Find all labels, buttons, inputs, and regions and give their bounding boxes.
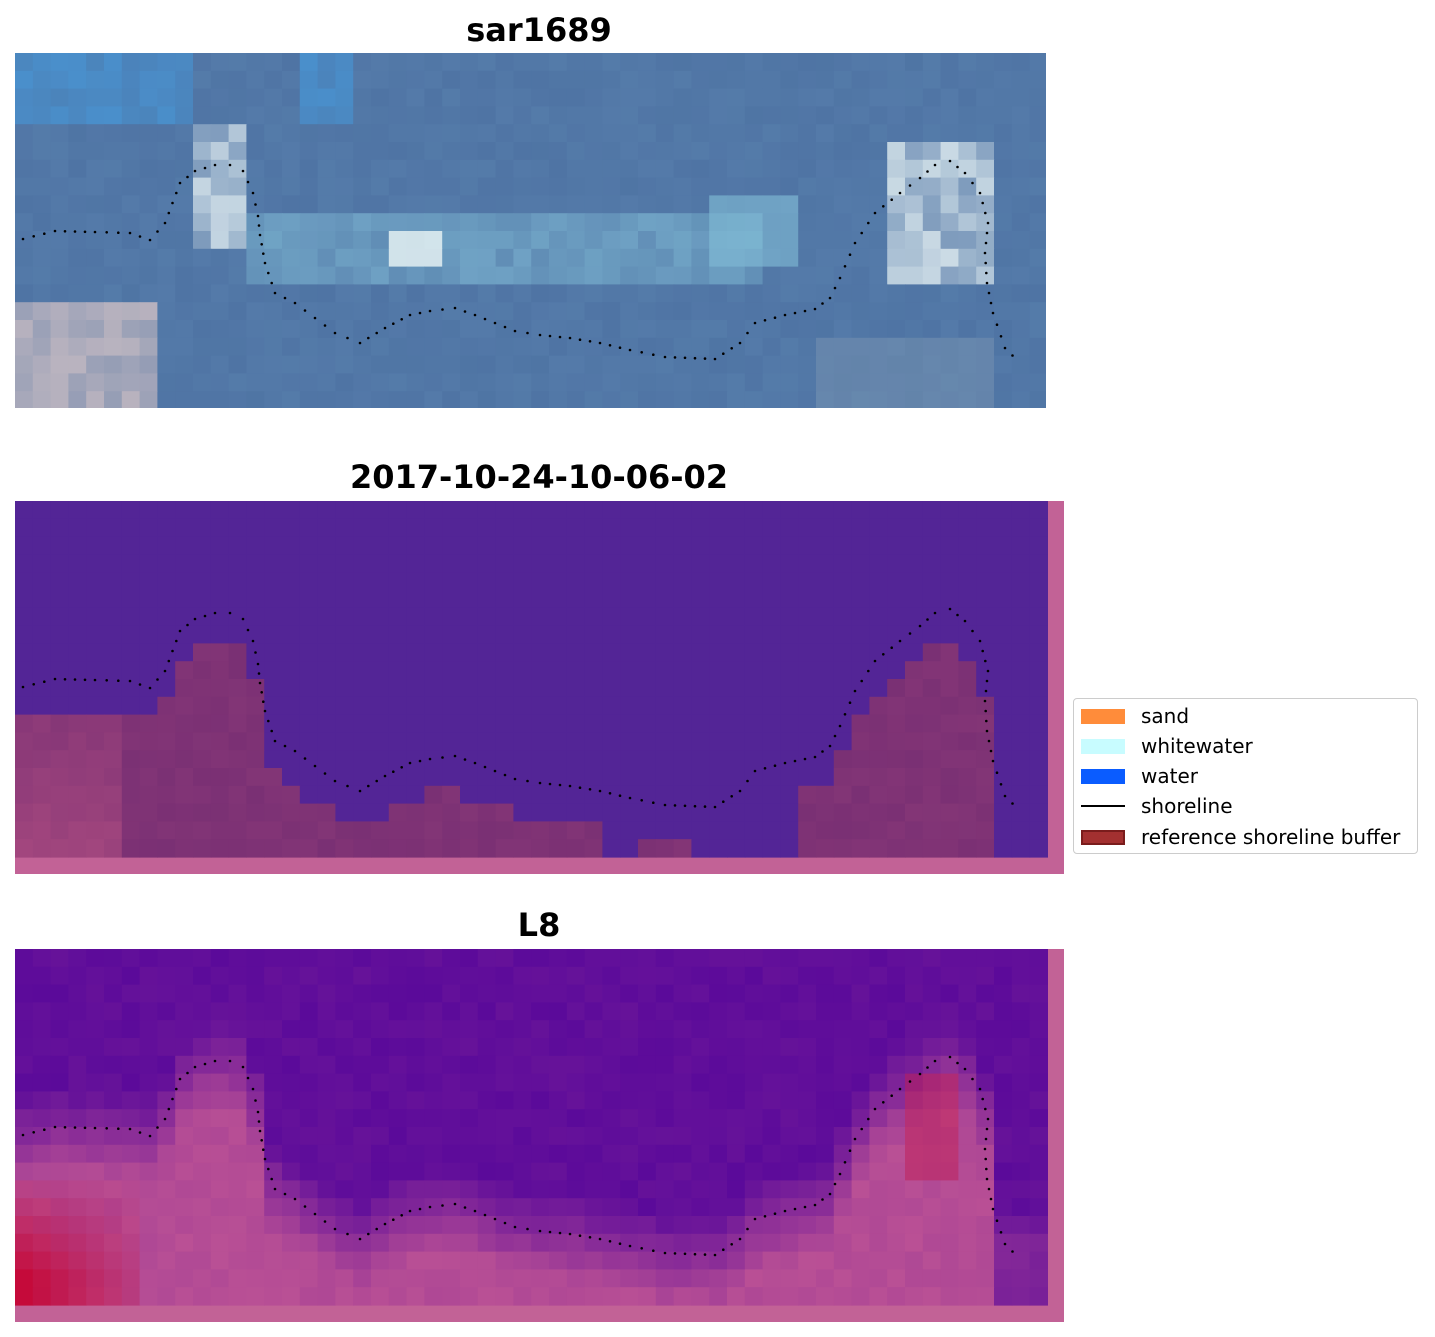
whitewater-swatch	[1081, 738, 1125, 754]
panel-title-2: 2017-10-24-10-06-02	[349, 458, 729, 496]
sand-swatch	[1081, 708, 1125, 724]
legend-label-water: water	[1141, 764, 1198, 788]
legend-item-reference-buffer: reference shoreline buffer	[1081, 823, 1400, 851]
legend-item-shoreline: shoreline	[1081, 792, 1233, 820]
reference-buffer-swatch	[1081, 829, 1125, 845]
index-image-panel	[15, 949, 1064, 1322]
shoreline-dots	[21, 1055, 1014, 1257]
rgb-image-panel	[15, 53, 1046, 408]
legend-label-whitewater: whitewater	[1141, 734, 1253, 758]
legend-label-reference-buffer: reference shoreline buffer	[1141, 825, 1401, 849]
shoreline-line-swatch	[1081, 805, 1125, 807]
shoreline-dots	[21, 159, 1014, 361]
legend-label-shoreline: shoreline	[1141, 794, 1233, 818]
legend-item-sand: sand	[1081, 702, 1189, 730]
panel-title-1: sar1689	[466, 11, 612, 49]
legend: sand whitewater water shoreline referenc…	[1073, 698, 1418, 854]
classified-image-panel	[15, 501, 1064, 874]
shoreline-dots	[21, 607, 1014, 809]
water-swatch	[1081, 768, 1125, 784]
panel-title-3: L8	[517, 906, 561, 944]
legend-item-whitewater: whitewater	[1081, 732, 1253, 760]
legend-item-water: water	[1081, 762, 1198, 790]
legend-label-sand: sand	[1141, 704, 1190, 728]
